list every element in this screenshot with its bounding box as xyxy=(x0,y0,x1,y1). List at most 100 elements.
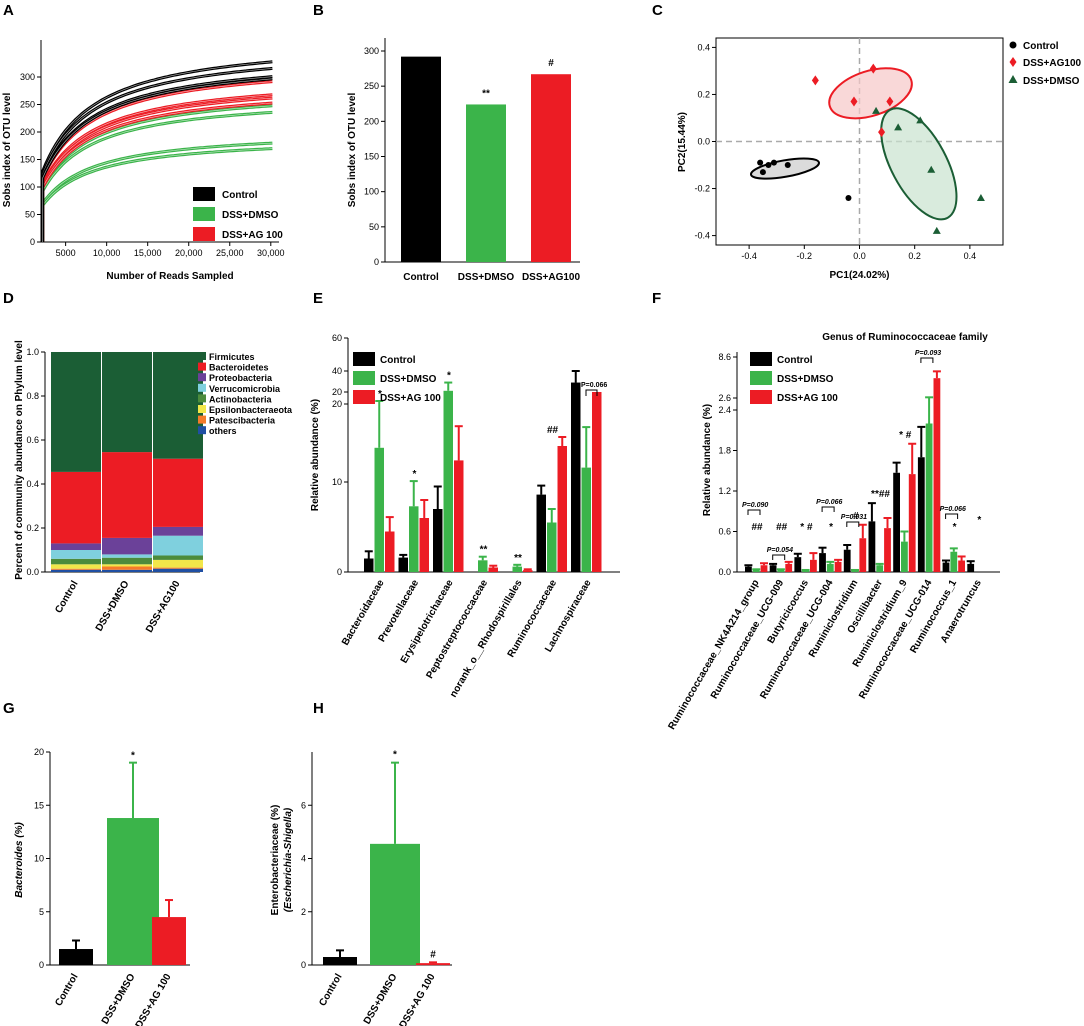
rarefaction-curve-highlight xyxy=(42,112,273,242)
y-tick-label: 0.0 xyxy=(26,567,39,577)
legend-marker-dmso xyxy=(1008,75,1018,83)
bar xyxy=(901,541,908,572)
x-tick-label: 15,000 xyxy=(134,248,162,258)
point-control xyxy=(845,194,852,201)
y-tick-label: 300 xyxy=(20,72,35,82)
bar-lower xyxy=(443,392,453,572)
bar xyxy=(59,949,93,965)
point-dss-dmso xyxy=(932,226,941,234)
bar xyxy=(859,538,867,572)
bar xyxy=(942,562,950,572)
panel-label: F xyxy=(652,290,661,307)
y-axis-label-2: (Escherichia-Shigella) xyxy=(283,807,294,912)
y-tick-label: 40 xyxy=(332,366,342,376)
x-tick-label: 0.4 xyxy=(964,251,977,261)
bar xyxy=(523,570,533,572)
bar xyxy=(370,843,420,965)
pvalue-label: P=0.093 xyxy=(915,350,941,357)
stack-segment xyxy=(51,352,101,472)
point-dss-ag100 xyxy=(878,127,886,138)
bar xyxy=(745,566,752,572)
y-tick-label: 200 xyxy=(20,127,35,137)
bar xyxy=(385,531,395,572)
category-label: DSS+DMSO xyxy=(458,272,515,283)
x-tick-label: 0.0 xyxy=(853,251,866,261)
legend-label: others xyxy=(209,426,237,436)
legend-label: DSS+DMSO xyxy=(1023,76,1080,87)
panel-label: E xyxy=(313,290,323,307)
category-label: Control xyxy=(317,972,344,1008)
bar xyxy=(401,56,441,263)
bar xyxy=(925,423,933,572)
y-tick-label: 1.0 xyxy=(26,347,39,357)
bar xyxy=(760,565,768,572)
pvalue-label: P=0.066 xyxy=(940,506,966,513)
significance-mark: * xyxy=(131,751,135,762)
significance-mark: ** xyxy=(480,545,488,556)
stack-segment xyxy=(51,550,101,559)
x-tick-label: -0.4 xyxy=(741,251,757,261)
significance-mark: * xyxy=(393,750,397,761)
y-tick-label: 300 xyxy=(364,46,379,56)
bar xyxy=(557,446,567,572)
point-control xyxy=(770,159,777,166)
stack-segment xyxy=(153,535,203,556)
point-dss-dmso xyxy=(916,116,925,124)
significance-mark: # xyxy=(548,58,554,69)
pvalue-bracket xyxy=(920,357,934,363)
y-tick-label: 2.4 xyxy=(718,405,731,415)
legend-swatch xyxy=(750,352,772,366)
legend-swatch xyxy=(198,352,206,360)
rarefaction-curve-highlight xyxy=(42,102,273,242)
y-tick-label: 0.8 xyxy=(26,391,39,401)
stack-segment xyxy=(102,557,152,565)
stack-segment xyxy=(102,569,152,572)
significance-mark: * xyxy=(953,522,957,533)
pvalue-label: P=0.090 xyxy=(742,502,768,509)
bar xyxy=(581,467,591,572)
legend-swatch xyxy=(353,390,375,404)
legend-swatch xyxy=(750,390,772,404)
y-tick-label: 0.2 xyxy=(697,89,710,99)
y-tick-label: 150 xyxy=(364,152,379,162)
x-tick-label: 10,000 xyxy=(93,248,121,258)
bar xyxy=(967,563,975,572)
confidence-ellipse xyxy=(828,67,913,120)
bar-upper xyxy=(571,382,581,404)
x-tick-label: 5000 xyxy=(56,248,76,258)
legend-swatch xyxy=(198,394,206,403)
category-label: DSS+AG100 xyxy=(144,579,183,635)
legend-label: Control xyxy=(222,190,258,201)
y-tick-label: 0 xyxy=(30,237,35,247)
significance-mark: **## xyxy=(871,489,890,500)
stack-segment xyxy=(153,458,203,527)
point-control xyxy=(757,159,764,166)
rarefaction-curve-highlight xyxy=(42,94,273,242)
x-tick-label: 20,000 xyxy=(175,248,203,258)
legend-swatch xyxy=(198,405,206,413)
significance-mark: * # xyxy=(800,522,813,533)
bar xyxy=(536,494,546,572)
y-tick-label: 8.6 xyxy=(718,352,731,362)
panel-label: H xyxy=(313,700,324,717)
category-label: Control xyxy=(53,579,80,615)
legend-label: Epsilonbacteraeota xyxy=(209,405,293,415)
point-dss-dmso xyxy=(976,193,985,201)
stack-segment xyxy=(102,452,152,538)
y-tick-label: 150 xyxy=(20,155,35,165)
panel-label: B xyxy=(313,2,324,19)
bar xyxy=(794,557,802,572)
stack-segment xyxy=(102,537,152,555)
bar xyxy=(512,566,522,572)
bar xyxy=(810,559,817,572)
bar xyxy=(826,563,834,572)
legend-label: Bacteroidetes xyxy=(209,363,269,373)
bar xyxy=(454,460,464,572)
y-axis-label: Enterobacteriaceae (%) xyxy=(270,805,281,916)
pvalue-bracket xyxy=(747,509,761,515)
bar xyxy=(547,522,557,572)
y-tick-label: 0.2 xyxy=(26,523,39,533)
point-dss-ag100 xyxy=(850,96,858,107)
bar xyxy=(107,818,159,965)
